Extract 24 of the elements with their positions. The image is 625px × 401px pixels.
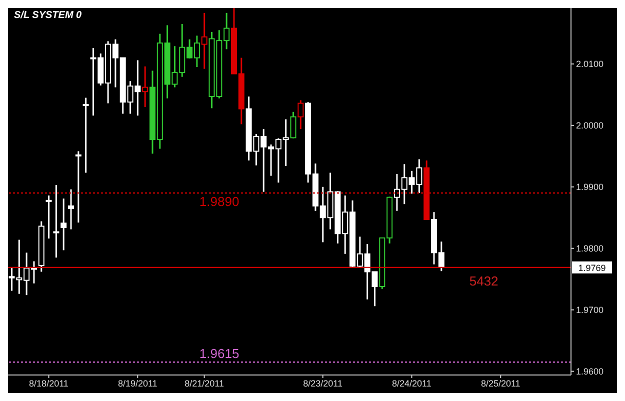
y-tick-label: 1.9600 bbox=[576, 366, 604, 377]
annotation: 5432 bbox=[469, 274, 498, 289]
candlestick bbox=[68, 188, 74, 230]
x-tick-label: 8/18/2011 bbox=[29, 378, 68, 388]
y-tick-label: 1.9900 bbox=[576, 182, 604, 192]
x-tick-label: 8/25/2011 bbox=[480, 378, 520, 388]
x-tick-label: 8/21/2011 bbox=[184, 378, 224, 388]
ref-line-label: 1.9615 bbox=[199, 346, 240, 362]
candlestick bbox=[75, 150, 82, 224]
y-tick-label: 1.9800 bbox=[576, 244, 604, 254]
candlestick bbox=[82, 97, 89, 174]
candlestick bbox=[46, 194, 52, 240]
chart-title: S/L SYSTEM 0 bbox=[14, 10, 82, 21]
candlestick bbox=[60, 198, 67, 251]
ref-line-label: 1.9890 bbox=[199, 194, 240, 210]
ref-line-label: 1.9769 bbox=[578, 262, 606, 273]
x-tick-label: 8/19/2011 bbox=[118, 378, 158, 388]
x-tick-label: 8/24/2011 bbox=[392, 378, 432, 388]
candlestick bbox=[53, 184, 60, 258]
candlestick bbox=[142, 66, 148, 108]
y-tick-label: 2.0100 bbox=[576, 59, 604, 70]
x-tick-label: 8/23/2011 bbox=[303, 378, 343, 388]
y-tick-label: 2.0000 bbox=[576, 120, 604, 131]
y-tick-label: 1.9700 bbox=[576, 305, 604, 316]
